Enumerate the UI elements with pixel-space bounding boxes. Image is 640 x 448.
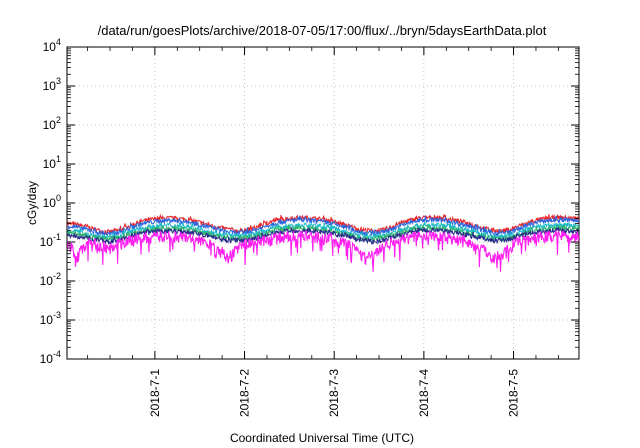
y-tick-label: 10-2 — [40, 271, 61, 288]
y-tick-label: 10-4 — [40, 349, 61, 366]
x-axis-label: Coordinated Universal Time (UTC) — [230, 431, 414, 445]
y-tick-label: 10-1 — [40, 232, 61, 249]
y-tick-label: 10-3 — [40, 310, 61, 327]
x-tick-label: 2018-7-2 — [238, 369, 252, 417]
x-tick-label: 2018-7-1 — [148, 369, 162, 417]
y-tick-label: 102 — [43, 115, 61, 132]
chart-title: /data/run/goesPlots/archive/2018-07-05/1… — [98, 23, 547, 38]
series-layer — [67, 213, 579, 272]
series-line — [67, 215, 579, 238]
grid-lines — [67, 47, 579, 359]
series-line — [67, 229, 579, 272]
y-tick-label: 104 — [43, 37, 61, 54]
series-line — [67, 213, 579, 236]
x-tick-label: 2018-7-5 — [507, 369, 521, 417]
series-line — [67, 226, 579, 246]
axes: 10-4 10-3 10-2 10-1 100 101 102 103 104 2018-7-1 2… — [40, 37, 579, 417]
x-tick-label: 2018-7-3 — [327, 369, 341, 417]
y-tick-label: 101 — [43, 154, 61, 171]
y-tick-label: 103 — [43, 76, 61, 93]
y-tick-label: 100 — [43, 193, 61, 210]
y-axis-label: cGy/day — [25, 181, 39, 225]
x-tick-label: 2018-7-4 — [417, 369, 431, 417]
